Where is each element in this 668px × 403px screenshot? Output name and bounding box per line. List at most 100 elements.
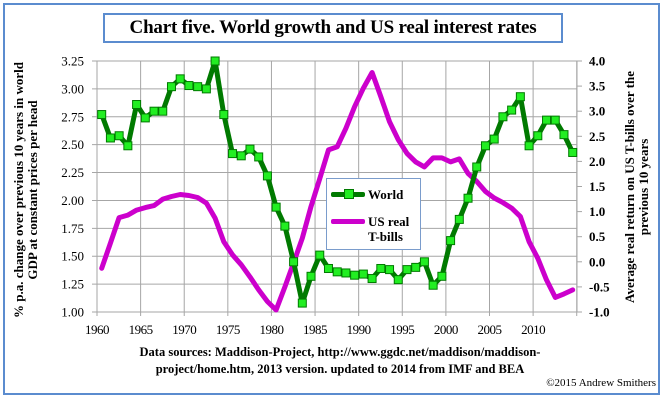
x-tick-label: 1965	[129, 322, 153, 337]
legend-label-world: World	[368, 187, 404, 202]
world-data-point	[428, 280, 438, 290]
x-tick-label: 1970	[172, 322, 196, 337]
x-tick-label: 1975	[216, 322, 240, 337]
y2-tick-label: -1.0	[589, 305, 610, 320]
world-data-point	[341, 268, 351, 278]
y2-tick-label: 0.0	[589, 254, 605, 269]
world-data-point	[262, 171, 272, 181]
y2-tick-label: 1.0	[589, 204, 605, 219]
y2-tick-label: -0.5	[589, 279, 610, 294]
y-tick-label: 3.00	[61, 81, 84, 96]
source-line-2: project/home.htm, 2013 version. updated …	[155, 362, 525, 376]
series-layer	[97, 56, 578, 313]
legend-label-us-tbills-line2: T-bills	[368, 229, 403, 244]
world-data-point	[306, 271, 316, 281]
right-axis-label-line1: Average real return on US T-bills over t…	[622, 71, 637, 303]
x-tick-label: 2005	[478, 322, 502, 337]
x-tick-label: 2010	[521, 322, 545, 337]
world-data-point	[419, 257, 429, 267]
world-data-point	[332, 267, 342, 277]
world-data-point	[228, 149, 238, 159]
world-data-point	[463, 193, 473, 203]
world-data-point	[201, 84, 211, 94]
world-data-point	[454, 214, 464, 224]
left-axis-label-line2: GDP at constant prices per head	[25, 100, 40, 280]
world-data-point	[507, 105, 517, 115]
world-data-point	[297, 298, 307, 308]
legend: World US real T-bills	[326, 178, 421, 250]
world-data-point	[210, 56, 220, 66]
left-axis-label-line1: % p.a. change over previous 10 years in …	[11, 61, 26, 318]
world-data-point	[489, 134, 499, 144]
world-data-point	[385, 265, 395, 275]
y-tick-label: 2.75	[61, 109, 84, 124]
world-data-point	[524, 141, 534, 151]
world-data-point	[271, 202, 281, 212]
y-tick-label: 1.25	[61, 277, 84, 292]
y2-tick-label: 4.0	[589, 54, 605, 69]
world-data-point	[140, 113, 150, 123]
source-line-1: Data sources: Maddison-Project, http://w…	[139, 345, 541, 359]
y2-tick-label: 1.5	[589, 179, 606, 194]
world-data-point	[166, 82, 176, 92]
y2-tick-label: 2.0	[589, 154, 605, 169]
y-tick-label: 1.00	[61, 305, 84, 320]
world-data-point	[245, 144, 255, 154]
y-tick-label: 1.50	[61, 249, 84, 264]
world-data-point	[254, 152, 264, 162]
x-tick-label: 2000	[434, 322, 458, 337]
y-tick-label: 2.50	[61, 137, 84, 152]
world-data-point	[184, 81, 194, 91]
world-data-point	[175, 74, 185, 84]
world-data-point	[123, 141, 133, 151]
world-data-point	[132, 100, 142, 110]
world-data-point	[367, 274, 377, 284]
world-data-point	[149, 106, 159, 116]
legend-item-us-tbills[interactable]: US real T-bills	[331, 214, 409, 244]
legend-swatch-world	[331, 187, 365, 201]
world-data-point	[480, 141, 490, 151]
y-tick-label: 2.00	[61, 193, 84, 208]
series-line-us-tbills	[99, 70, 576, 313]
world-data-point	[376, 263, 386, 273]
world-data-point	[236, 151, 246, 161]
world-data-point	[446, 236, 456, 246]
world-data-point	[542, 115, 552, 125]
world-data-point	[568, 147, 578, 157]
world-data-point	[437, 271, 447, 281]
x-tick-label: 1995	[390, 322, 414, 337]
world-data-point	[411, 262, 421, 272]
world-data-point	[193, 82, 203, 92]
world-data-point	[158, 106, 168, 116]
world-data-point	[393, 275, 403, 285]
right-axis-ticks: 4.0 3.5 3.0 2.5 2.0 1.5 1.0 0.5 0.0 -0.5 -1.0	[589, 54, 610, 320]
data-source-note: Data sources: Maddison-Project, http://w…	[60, 344, 620, 378]
world-data-point	[498, 112, 508, 122]
chart-frame	[3, 3, 660, 395]
copyright-notice: ©2015 Andrew Smithers	[546, 377, 656, 389]
world-data-point	[550, 115, 560, 125]
y-tick-label: 2.25	[61, 165, 84, 180]
y2-tick-label: 3.0	[589, 104, 605, 119]
x-axis-ticks: 1960 1965 1970 1975 1980 1985 1990 1995 2000 2005…	[85, 322, 546, 337]
y2-tick-label: 3.5	[589, 79, 606, 94]
world-data-point	[472, 162, 482, 172]
y-tick-label: 3.25	[61, 54, 84, 69]
legend-item-world[interactable]: World	[331, 187, 403, 202]
world-data-point	[402, 265, 412, 275]
world-data-point	[515, 92, 525, 102]
world-data-point	[114, 131, 124, 141]
world-data-point	[315, 250, 325, 260]
world-data-point	[358, 269, 368, 279]
legend-label-us-tbills-line1: US real	[368, 214, 410, 229]
y2-tick-label: 0.5	[589, 229, 606, 244]
world-data-point	[280, 221, 290, 231]
right-axis-label-line2: previous 10 years	[636, 139, 651, 236]
y2-tick-label: 2.5	[589, 129, 606, 144]
left-axis-ticks: 3.25 3.00 2.75 2.50 2.25 2.00 1.75 1.50 1.25 1.00	[61, 54, 84, 320]
world-data-point	[105, 133, 115, 143]
world-data-point	[350, 270, 360, 280]
x-tick-label: 1990	[347, 322, 371, 337]
world-data-point	[289, 257, 299, 267]
